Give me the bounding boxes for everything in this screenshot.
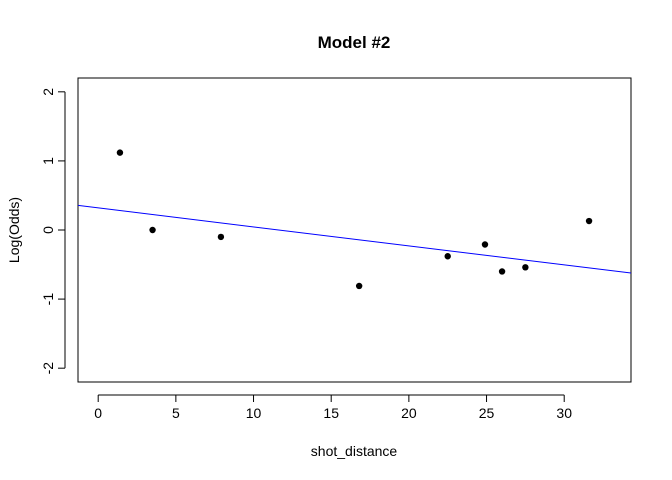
data-point: [149, 226, 156, 234]
fit-line: [78, 204, 631, 274]
x-tick-label: 15: [323, 405, 339, 421]
data-point: [444, 253, 451, 260]
plot-frame: [77, 77, 632, 383]
y-tick-label: 0: [40, 226, 56, 234]
data-point: [585, 217, 593, 225]
x-tick-label: 5: [172, 405, 180, 421]
x-tick-label: 10: [246, 405, 262, 421]
x-axis-label: shot_distance: [311, 443, 398, 459]
data-point: [217, 233, 225, 241]
y-tick-label: 1: [40, 157, 56, 165]
data-point: [498, 268, 506, 275]
data-point: [481, 241, 489, 248]
chart-title: Model #2: [318, 33, 391, 52]
y-tick-label: -2: [40, 362, 56, 375]
plot-area: 0 5 10 15 20 25 30 -2 -1 0 1 2: [40, 77, 632, 421]
x-tick-label: 25: [479, 405, 495, 421]
x-tick-label: 30: [556, 405, 572, 421]
y-tick-label: 2: [40, 88, 56, 96]
data-point: [522, 264, 529, 271]
data-point: [116, 149, 124, 156]
x-tick-label: 0: [94, 405, 102, 421]
y-axis-label: Log(Odds): [6, 197, 22, 263]
x-tick-label: 20: [401, 405, 417, 421]
data-point: [355, 282, 363, 290]
y-tick-label: -1: [40, 293, 56, 306]
